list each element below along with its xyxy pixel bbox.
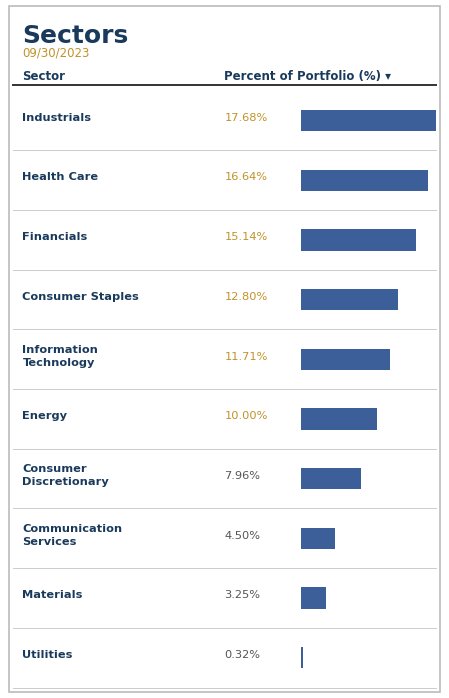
Text: 17.68%: 17.68% [224, 113, 268, 123]
Bar [301, 110, 436, 131]
Text: 4.50%: 4.50% [224, 530, 260, 540]
Text: Consumer
Discretionary: Consumer Discretionary [22, 464, 109, 487]
Text: 11.71%: 11.71% [224, 352, 268, 362]
Text: Health Care: Health Care [22, 172, 99, 182]
Text: Information
Technology: Information Technology [22, 345, 98, 368]
Text: Sectors: Sectors [22, 24, 129, 48]
Text: Consumer Staples: Consumer Staples [22, 292, 139, 302]
Bar [301, 170, 427, 191]
Text: Percent of Portfolio (%) ▾: Percent of Portfolio (%) ▾ [224, 70, 392, 83]
Text: 0.32%: 0.32% [224, 650, 260, 660]
Bar [301, 647, 303, 669]
Text: Financials: Financials [22, 232, 88, 242]
Bar [301, 289, 398, 311]
Text: Utilities: Utilities [22, 650, 73, 660]
Bar [301, 229, 416, 251]
Text: 10.00%: 10.00% [224, 411, 268, 421]
Text: Industrials: Industrials [22, 113, 92, 123]
Text: 16.64%: 16.64% [224, 172, 268, 182]
Text: 7.96%: 7.96% [224, 471, 260, 481]
Text: Sector: Sector [22, 70, 66, 83]
Text: 3.25%: 3.25% [224, 591, 260, 600]
Bar [301, 408, 377, 430]
Text: 09/30/2023: 09/30/2023 [22, 47, 90, 60]
Bar [301, 528, 335, 549]
Text: 12.80%: 12.80% [224, 292, 268, 302]
Text: Energy: Energy [22, 411, 67, 421]
Bar [301, 348, 390, 370]
Bar [301, 468, 361, 489]
Bar [301, 587, 326, 609]
Text: Materials: Materials [22, 591, 83, 600]
Text: Communication
Services: Communication Services [22, 524, 123, 547]
Text: 15.14%: 15.14% [224, 232, 268, 242]
